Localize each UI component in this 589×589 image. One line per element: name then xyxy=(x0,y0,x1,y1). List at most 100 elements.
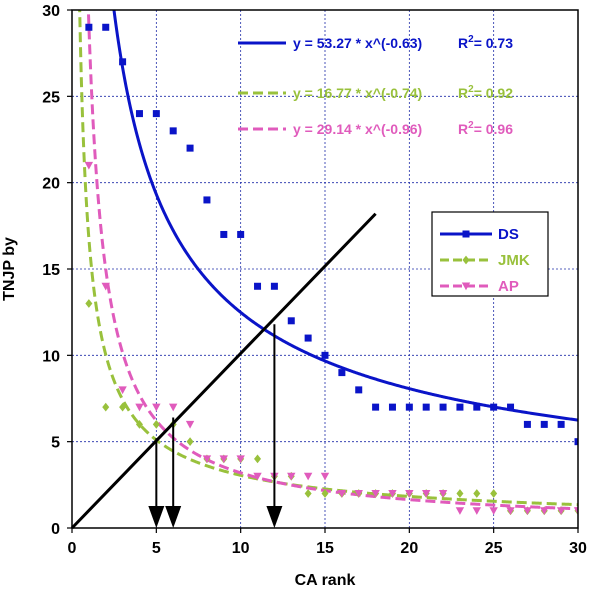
data-point-ds xyxy=(523,420,531,428)
y-axis-label: TNJP by xyxy=(1,237,18,301)
data-point-ap xyxy=(388,489,397,498)
data-point-ds xyxy=(557,420,565,428)
reference-line-group xyxy=(70,212,377,530)
data-point-ds xyxy=(102,23,110,31)
x-tick-label: 20 xyxy=(400,540,418,557)
x-tick-label: 10 xyxy=(232,540,250,557)
data-point-ap xyxy=(118,386,127,395)
data-point-ap xyxy=(540,507,549,515)
fit-curve-jmk xyxy=(78,10,578,507)
data-point-jmk xyxy=(321,489,329,498)
data-point-ds xyxy=(203,196,211,204)
legend-marker-jmk xyxy=(462,255,470,265)
data-point-ds xyxy=(270,282,278,290)
equation-ds: y = 53.27 * x^(-0.63) xyxy=(293,35,422,51)
data-point-ds xyxy=(355,386,363,394)
legend-box xyxy=(431,211,549,297)
data-point-jmk xyxy=(186,437,194,447)
data-point-ap xyxy=(253,472,262,481)
data-point-ap xyxy=(573,507,578,515)
data-point-ap xyxy=(135,403,144,412)
data-point-ds xyxy=(540,420,548,428)
r2-label-jmk: R2= 0.92 xyxy=(458,84,513,101)
legend-label-ds: DS xyxy=(498,226,519,243)
data-point-ds xyxy=(456,403,464,411)
arrow-head xyxy=(165,506,182,528)
data-points xyxy=(84,23,578,516)
data-point-ds xyxy=(119,58,127,66)
legend-label-jmk: JMK xyxy=(498,252,530,269)
fit-curve-ap xyxy=(86,10,578,511)
axis-ticks: 0 5 10 15 20 25 30 0 5 10 15 20 25 30 xyxy=(42,3,587,557)
y-tick-label: 0 xyxy=(51,521,60,538)
r2-label-ap: R2= 0.96 xyxy=(458,120,513,137)
data-point-jmk xyxy=(119,402,127,412)
data-point-ap xyxy=(556,507,566,515)
legend-marker-ds xyxy=(462,230,470,238)
r2-label-ds: R2= 0.73 xyxy=(458,34,513,51)
x-axis-label: CA rank xyxy=(295,572,356,589)
data-point-ds xyxy=(85,23,93,31)
legend-marker-ap xyxy=(461,282,471,291)
data-point-ap xyxy=(438,489,448,498)
data-point-ap xyxy=(84,161,94,170)
reference-line xyxy=(70,212,377,530)
data-point-ds xyxy=(152,110,160,118)
x-tick-label: 30 xyxy=(569,540,587,557)
arrow-head xyxy=(148,506,165,528)
y-tick-label: 10 xyxy=(42,348,60,365)
y-tick-label: 30 xyxy=(42,3,60,20)
equations: y = 53.27 * x^(-0.63) R2= 0.73 y = 16.77 *… xyxy=(238,34,513,137)
data-point-ds xyxy=(254,282,262,290)
data-point-ap xyxy=(169,403,178,412)
data-point-jmk xyxy=(85,299,93,308)
data-point-ap xyxy=(101,282,110,291)
data-point-jmk xyxy=(254,454,262,464)
x-tick-label: 25 xyxy=(485,540,503,557)
data-point-ds xyxy=(439,403,447,411)
data-point-ap xyxy=(523,507,532,515)
data-point-ds xyxy=(388,403,396,411)
data-point-ap xyxy=(320,472,330,481)
legend: DS JMK AP xyxy=(431,211,549,297)
data-point-ds xyxy=(304,334,312,342)
data-point-jmk xyxy=(473,489,481,498)
legend-label-ap: AP xyxy=(498,278,519,295)
data-point-ds xyxy=(220,230,228,238)
data-point-ds xyxy=(338,369,346,377)
data-point-jmk xyxy=(304,489,312,498)
data-point-ds xyxy=(405,403,413,411)
x-tick-label: 0 xyxy=(68,540,77,557)
data-point-ap xyxy=(219,455,228,464)
data-point-ap xyxy=(405,489,414,498)
data-point-ap xyxy=(152,403,161,412)
equation-jmk: y = 16.77 * x^(-0.74) xyxy=(293,85,422,101)
data-point-ds xyxy=(574,438,578,446)
data-point-ap xyxy=(236,455,245,464)
data-point-ap xyxy=(303,472,313,481)
data-point-ap xyxy=(489,507,498,515)
data-point-jmk xyxy=(135,420,143,429)
data-point-ds xyxy=(135,110,143,118)
arrow-head xyxy=(266,506,283,528)
y-tick-label: 25 xyxy=(42,89,60,106)
data-point-ap xyxy=(185,420,195,429)
data-point-jmk xyxy=(152,420,160,429)
data-point-ds xyxy=(186,144,194,152)
y-tick-label: 20 xyxy=(42,176,60,193)
data-point-ds xyxy=(321,351,329,359)
data-point-ap xyxy=(337,489,347,498)
data-point-ap xyxy=(506,507,515,515)
x-tick-label: 15 xyxy=(316,540,334,557)
data-point-ds xyxy=(507,403,515,411)
data-point-ap xyxy=(371,489,380,498)
data-point-jmk xyxy=(456,489,464,498)
data-point-ap xyxy=(455,507,465,515)
data-point-ap xyxy=(472,507,481,515)
data-point-ap xyxy=(422,489,431,498)
data-point-ds xyxy=(473,403,481,411)
data-point-ds xyxy=(169,127,177,135)
equation-ap: y = 29.14 * x^(-0.96) xyxy=(293,121,422,137)
x-tick-label: 5 xyxy=(152,540,161,557)
